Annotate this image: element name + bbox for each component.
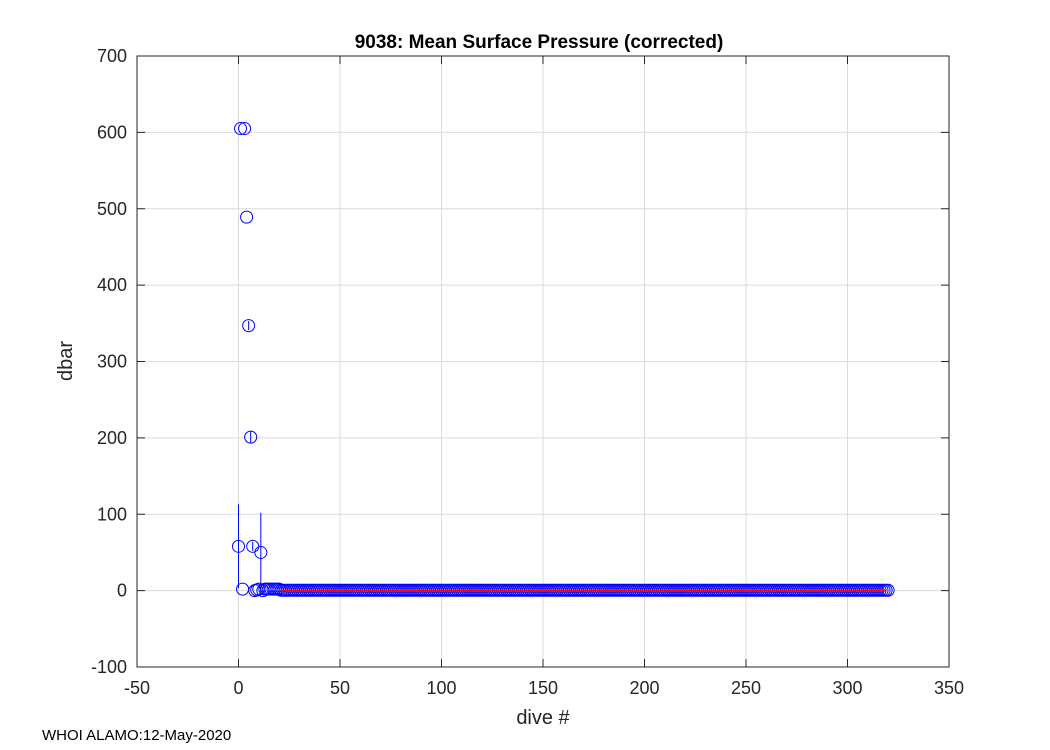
data-point bbox=[238, 122, 252, 136]
y-tick-label: 100 bbox=[97, 504, 127, 524]
y-axis-label: dbar bbox=[55, 341, 77, 381]
y-tick-label: 700 bbox=[97, 46, 127, 66]
y-tick-label: 0 bbox=[117, 581, 127, 601]
y-tick-label: -100 bbox=[91, 657, 127, 677]
x-tick-label: 250 bbox=[731, 678, 761, 698]
data-series bbox=[232, 122, 895, 598]
x-tick-label: -50 bbox=[124, 678, 150, 698]
y-tick-label: 200 bbox=[97, 428, 127, 448]
x-tick-label: 150 bbox=[528, 678, 558, 698]
data-point bbox=[232, 539, 245, 553]
x-tick-label: 0 bbox=[233, 678, 243, 698]
data-point bbox=[234, 122, 248, 136]
y-tick-label: 300 bbox=[97, 352, 127, 372]
x-tick-label: 100 bbox=[426, 678, 456, 698]
x-axis-label: dive # bbox=[516, 707, 570, 729]
chart-title: 9038: Mean Surface Pressure (corrected) bbox=[355, 32, 724, 53]
y-tick-label: 600 bbox=[97, 122, 127, 142]
data-point bbox=[244, 430, 258, 444]
data-point bbox=[240, 210, 254, 224]
data-point bbox=[242, 319, 256, 333]
x-tick-label: 200 bbox=[629, 678, 659, 698]
data-point bbox=[254, 545, 268, 559]
y-tick-label: 500 bbox=[97, 199, 127, 219]
y-tick-label: 400 bbox=[97, 275, 127, 295]
x-tick-label: 50 bbox=[330, 678, 350, 698]
axis-ticks: -50 0 50 100 150 200 250 300 350 -100 0 100 200 300 40… bbox=[91, 46, 964, 698]
x-tick-label: 300 bbox=[832, 678, 862, 698]
footer-text: WHOI ALAMO:12-May-2020 bbox=[42, 727, 232, 744]
x-tick-label: 350 bbox=[934, 678, 964, 698]
data-point bbox=[272, 582, 286, 596]
